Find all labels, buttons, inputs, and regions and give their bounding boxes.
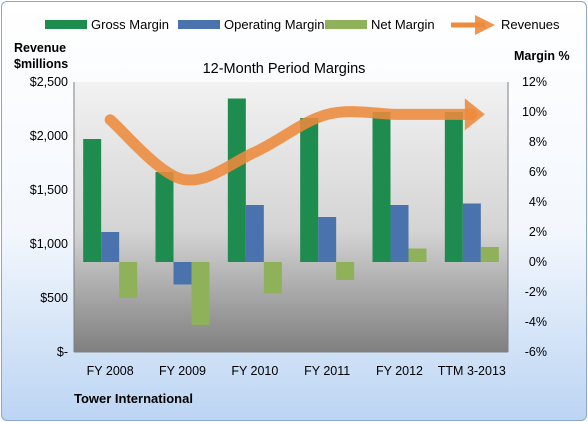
left-tick-label: $-: [57, 345, 68, 359]
left-axis-label-line1: Revenue: [14, 41, 66, 55]
bar-gross-margin: [372, 112, 391, 262]
right-axis-label: Margin %: [514, 49, 570, 63]
right-tick-label: 4%: [529, 195, 547, 209]
bar-net-margin: [263, 262, 282, 294]
right-tick-label: -6%: [525, 345, 547, 359]
category-label: FY 2009: [159, 364, 206, 378]
right-tick-labels: -6% -4% -2% 0% 2% 4% 6% 8% 10% 12%: [522, 75, 547, 359]
category-label: TTM 3-2013: [438, 364, 506, 378]
bar-operating-margin: [245, 205, 264, 262]
legend-label-gross-margin: Gross Margin: [91, 17, 169, 32]
left-tick-label: $500: [40, 291, 68, 305]
right-tick-label: 10%: [522, 105, 547, 119]
legend: Gross Margin Operating Margin Net Margin…: [45, 15, 560, 35]
right-tick-label: 6%: [529, 165, 547, 179]
footer-company: Tower International: [74, 391, 193, 406]
revenue-line-layer: [104, 98, 485, 186]
bar-marks: [83, 98, 499, 325]
bar-gross-margin: [444, 112, 463, 262]
right-tick-label: -4%: [525, 315, 547, 329]
bar-operating-margin: [462, 203, 481, 262]
legend-swatch-net-margin: [325, 20, 367, 29]
legend-swatch-gross-margin: [45, 20, 87, 29]
bar-operating-margin: [173, 262, 192, 285]
bar-operating-margin: [390, 205, 409, 262]
left-tick-label: $2,500: [30, 75, 68, 89]
legend-label-revenues: Revenues: [501, 17, 560, 32]
bar-net-margin: [336, 262, 355, 280]
bar-gross-margin: [300, 118, 319, 262]
category-label: FY 2008: [87, 364, 134, 378]
legend-swatch-operating-margin: [178, 20, 220, 29]
plot-area: [74, 82, 508, 352]
revenue-line: [104, 106, 478, 186]
left-tick-label: $1,000: [30, 237, 68, 251]
left-tick-label: $1,500: [30, 183, 68, 197]
bar-gross-margin: [155, 172, 174, 262]
category-label: FY 2011: [304, 364, 350, 378]
bar-net-margin: [408, 248, 427, 262]
left-tick-label: $2,000: [30, 129, 68, 143]
left-axis-label-line2: $millions: [14, 57, 68, 71]
bar-net-margin: [191, 262, 210, 325]
revenue-arrowhead: [464, 98, 485, 131]
category-label: FY 2012: [376, 364, 423, 378]
bar-operating-margin: [101, 232, 120, 262]
right-tick-label: -2%: [525, 285, 547, 299]
left-tick-labels: $- $500 $1,000 $1,500 $2,000 $2,500: [30, 75, 68, 359]
right-tick-label: 8%: [529, 135, 547, 149]
right-tick-label: 12%: [522, 75, 547, 89]
bar-gross-margin: [227, 98, 246, 262]
right-tick-label: 0%: [529, 255, 547, 269]
chart-title: 12-Month Period Margins: [203, 61, 366, 77]
bar-net-margin: [480, 247, 499, 262]
bar-operating-margin: [318, 217, 337, 262]
legend-label-net-margin: Net Margin: [371, 17, 435, 32]
bar-gross-margin: [83, 139, 102, 262]
legend-label-operating-margin: Operating Margin: [224, 17, 324, 32]
right-tick-label: 2%: [529, 225, 547, 239]
category-labels: FY 2008 FY 2009 FY 2010 FY 2011 FY 2012 TTM 3…: [87, 364, 506, 378]
category-label: FY 2010: [231, 364, 278, 378]
bar-net-margin: [119, 262, 138, 298]
